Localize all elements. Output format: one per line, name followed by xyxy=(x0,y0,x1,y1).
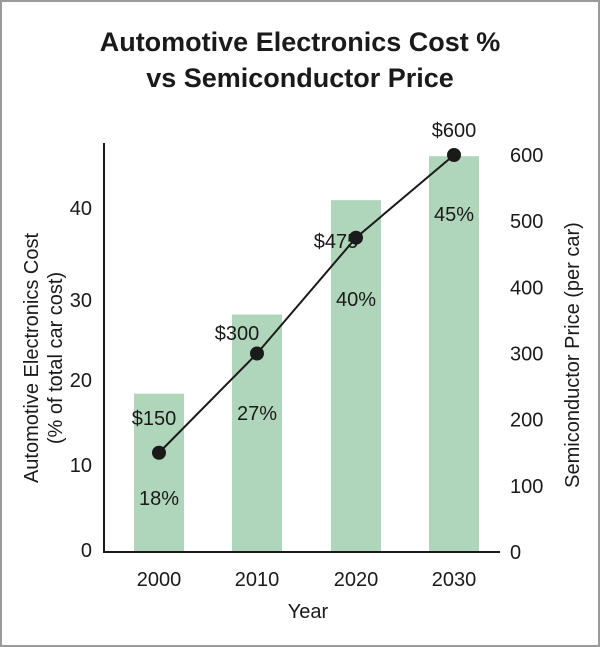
x-tick-2020: 2020 xyxy=(334,569,379,591)
y-tick-left-0: 0 xyxy=(81,540,92,562)
chart-title-line-1: Automotive Electronics Cost % xyxy=(100,27,501,57)
y-ticks-right: 0 100 200 300 400 500 600 xyxy=(510,145,543,564)
bar-2020 xyxy=(331,200,381,552)
y-tick-left-30: 30 xyxy=(70,290,92,312)
bar-series xyxy=(134,156,479,552)
y-axis-label-right-text: Semiconductor Price (per car) xyxy=(562,222,584,488)
price-label-2010: $300 xyxy=(215,323,260,345)
line-series xyxy=(152,148,461,460)
price-point-2010 xyxy=(250,346,264,361)
y-axis-label-right: Semiconductor Price (per car) xyxy=(562,222,584,488)
chart-title: Automotive Electronics Cost % vs Semicon… xyxy=(100,27,501,93)
x-tick-2000: 2000 xyxy=(137,569,182,591)
bar-data-labels: 18% 27% 40% 45% xyxy=(139,204,474,510)
y-tick-right-0: 0 xyxy=(510,542,521,564)
x-axis-label: Year xyxy=(288,601,329,623)
x-tick-2030: 2030 xyxy=(432,569,477,591)
y-tick-right-200: 200 xyxy=(510,410,543,432)
price-point-2030 xyxy=(447,148,461,162)
bar-label-2030: 45% xyxy=(434,204,474,226)
price-line xyxy=(158,154,455,454)
y-tick-left-10: 10 xyxy=(70,455,92,477)
price-label-2020: $475 xyxy=(314,231,359,253)
y-axis-label-left-line-1: Automotive Electronics Cost xyxy=(21,233,43,484)
bar-label-2020: 40% xyxy=(336,289,376,311)
price-point-2000 xyxy=(152,445,166,460)
y-tick-left-40: 40 xyxy=(70,198,92,220)
y-tick-right-500: 500 xyxy=(510,211,543,233)
y-tick-right-400: 400 xyxy=(510,277,543,299)
price-label-2030: $600 xyxy=(432,120,477,142)
x-tick-2010: 2010 xyxy=(235,569,280,591)
y-axis-label-left-line-2: (% of total car cost) xyxy=(45,272,67,444)
y-axis-label-left: Automotive Electronics Cost (% of total … xyxy=(21,233,67,484)
price-label-2000: $150 xyxy=(132,408,177,430)
x-ticks: 2000 2010 2020 2030 xyxy=(137,569,477,591)
bar-2000 xyxy=(134,393,184,552)
price-point-2020 xyxy=(349,230,363,245)
y-tick-right-300: 300 xyxy=(510,344,543,366)
line-data-labels: $150 $300 $475 $600 xyxy=(132,120,477,430)
chart-title-line-2: vs Semiconductor Price xyxy=(146,63,454,93)
y-tick-left-20: 20 xyxy=(70,370,92,392)
bar-label-2010: 27% xyxy=(237,403,277,425)
bar-label-2000: 18% xyxy=(139,488,179,510)
bar-2030 xyxy=(429,156,479,552)
y-tick-right-100: 100 xyxy=(510,476,543,498)
y-ticks-left: 0 10 20 30 40 xyxy=(70,198,92,562)
y-tick-right-600: 600 xyxy=(510,145,543,167)
